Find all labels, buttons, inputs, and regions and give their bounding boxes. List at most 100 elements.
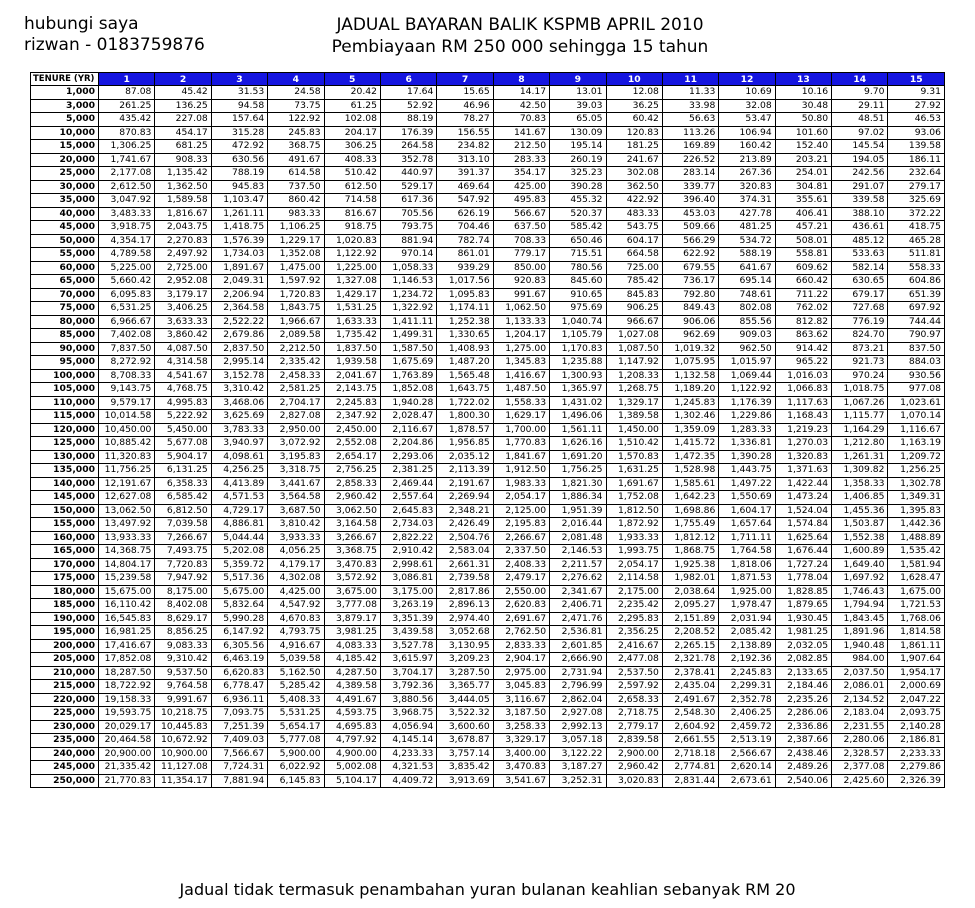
installment-cell: 1,219.23 [774,422,833,437]
installment-cell: 21,335.42 [97,760,156,775]
table-row: 65,000 5,660.42 2,952.08 2,049.31 1,597.92 1,… [30,274,945,289]
installment-cell: 1,122.92 [323,247,381,262]
installment-cell: 1,473.24 [774,490,833,505]
table-row: 250,000 21,770.83 11,354.17 7,881.94 6,145.8… [30,773,945,788]
installment-cell: 203.21 [774,152,833,167]
installment-cell: 1,023.61 [887,395,945,410]
year-header: 3 [210,72,269,86]
installment-cell: 1,234.72 [379,287,438,302]
installment-cell: 4,233.33 [379,746,438,761]
installment-cell: 3,057.18 [549,733,607,748]
installment-cell: 1,818.06 [718,557,776,572]
installment-cell: 2,666.90 [549,652,607,667]
installment-cell: 1,691.67 [605,476,663,491]
installment-cell: 1,018.75 [831,382,889,397]
installment-cell: 21,770.83 [97,773,156,788]
table-row: 170,000 14,804.17 7,720.83 5,359.72 4,179.17… [30,557,945,572]
installment-cell: 3,625.69 [210,409,269,424]
table-row: 235,000 20,464.58 10,672.92 7,409.03 5,777.0… [30,733,945,748]
table-row: 135,000 11,756.25 6,131.25 4,256.25 3,318.75… [30,463,945,478]
installment-cell: 785.42 [605,274,663,289]
loan-amount-cell: 190,000 [30,611,99,626]
installment-cell: 970.14 [379,247,438,262]
installment-cell: 1,330.65 [436,328,494,343]
installment-cell: 1,629.17 [492,409,551,424]
installment-cell: 1,327.08 [323,274,381,289]
installment-cell: 930.56 [887,368,945,383]
installment-cell: 3,615.97 [379,652,438,667]
installment-cell: 368.75 [267,139,325,154]
table-row: 130,000 11,320.83 5,904.17 4,098.61 3,195.83… [30,449,945,464]
installment-cell: 2,175.00 [605,584,663,599]
installment-cell: 6,131.25 [154,463,212,478]
installment-cell: 3,045.83 [492,679,551,694]
installment-cell: 2,028.47 [379,409,438,424]
installment-cell: 1,752.08 [605,490,663,505]
installment-cell: 1,814.58 [887,625,945,640]
installment-cell: 16,110.42 [97,598,156,613]
installment-cell: 748.61 [718,287,776,302]
installment-cell: 4,797.92 [323,733,381,748]
installment-cell: 18,287.50 [97,665,156,680]
year-header: 14 [831,72,889,86]
table-row: 10,000 870.83 454.17 315.28 245.83 204.17 176.… [30,125,945,140]
installment-cell: 4,541.67 [154,368,212,383]
installment-cell: 1,978.47 [718,598,776,613]
installment-cell: 4,491.67 [323,692,381,707]
installment-cell: 849.43 [661,301,720,316]
installment-cell: 2,661.55 [661,733,720,748]
installment-cell: 1,270.03 [774,436,833,451]
loan-amount-cell: 230,000 [30,719,99,734]
installment-cell: 1,395.83 [887,503,945,518]
installment-cell: 2,661.31 [436,557,494,572]
installment-cell: 16,981.25 [97,625,156,640]
header: JADUAL BAYARAN BALIK KSPMB APRIL 2010 Pe… [290,14,750,58]
installment-cell: 2,927.08 [549,706,607,721]
installment-cell: 637.50 [492,220,551,235]
installment-cell: 4,321.53 [379,760,438,775]
installment-cell: 3,072.92 [267,436,325,451]
installment-cell: 2,896.13 [436,598,494,613]
installment-cell: 966.67 [605,314,663,329]
installment-cell: 9,764.58 [154,679,212,694]
installment-cell: 2,031.94 [718,611,776,626]
loan-amount-cell: 205,000 [30,652,99,667]
installment-cell: 88.19 [379,112,438,127]
table-row: 175,000 15,239.58 7,947.92 5,517.36 4,302.08… [30,571,945,586]
loan-amount-cell: 185,000 [30,598,99,613]
installment-cell: 9,143.75 [97,382,156,397]
installment-cell: 3,968.75 [379,706,438,721]
installment-cell: 1,146.53 [379,274,438,289]
installment-cell: 27.92 [887,98,945,113]
installment-cell: 2,116.67 [379,422,438,437]
installment-cell: 1,015.97 [718,355,776,370]
installment-cell: 714.58 [323,193,381,208]
installment-cell: 5,359.72 [210,557,269,572]
loan-amount-cell: 75,000 [30,301,99,316]
installment-cell: 315.28 [210,125,269,140]
installment-cell: 2,522.22 [210,314,269,329]
installment-cell: 1,983.33 [492,476,551,491]
installment-cell: 2,837.50 [210,341,269,356]
table-row: 140,000 12,191.67 6,358.33 4,413.89 3,441.67… [30,476,945,491]
installment-cell: 5,104.17 [323,773,381,788]
installment-cell: 195.14 [549,139,607,154]
installment-cell: 2,904.17 [492,652,551,667]
installment-cell: 533.63 [831,247,889,262]
installment-cell: 1,625.64 [774,530,833,545]
installment-cell: 1,925.38 [661,557,720,572]
loan-amount-cell: 70,000 [30,287,99,302]
installment-cell: 5,900.00 [267,746,325,761]
installment-cell: 3,757.14 [436,746,494,761]
installment-cell: 2,038.64 [661,584,720,599]
installment-cell: 101.60 [774,125,833,140]
installment-cell: 4,425.00 [267,584,325,599]
installment-cell: 10,218.75 [154,706,212,721]
installment-cell: 1,940.28 [379,395,438,410]
table-row: 105,000 9,143.75 4,768.75 3,310.42 2,581.25 2… [30,382,945,397]
installment-cell: 1,040.74 [549,314,607,329]
installment-cell: 2,597.92 [605,679,663,694]
installment-cell: 2,049.31 [210,274,269,289]
table-row: 215,000 18,722.92 9,764.58 6,778.47 5,285.42… [30,679,945,694]
installment-cell: 6,358.33 [154,476,212,491]
